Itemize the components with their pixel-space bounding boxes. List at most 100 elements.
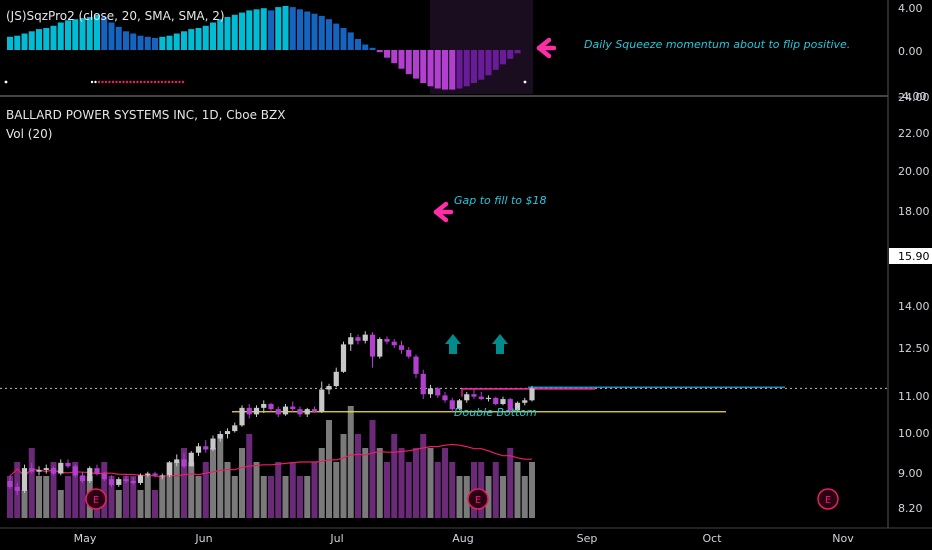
- squeeze-bar: [108, 22, 115, 50]
- squeeze-bar: [514, 50, 521, 54]
- squeeze-bar: [449, 50, 456, 90]
- candle-body: [369, 334, 376, 357]
- squeeze-dot: [174, 80, 178, 84]
- squeeze-dot: [125, 80, 129, 84]
- indicator-y-tick: -4.00: [898, 90, 926, 103]
- x-axis-label: Aug: [452, 532, 473, 545]
- candle-body: [232, 425, 238, 432]
- candle-body: [391, 341, 397, 346]
- volume-bar: [115, 490, 122, 518]
- volume-bar: [217, 434, 224, 518]
- candle-body: [319, 389, 325, 412]
- candle-body: [137, 475, 144, 483]
- candle-body: [72, 466, 78, 476]
- squeeze-bar: [57, 22, 64, 50]
- candle-body: [275, 409, 281, 415]
- price-tag: 15.90: [898, 250, 930, 263]
- volume-bar: [304, 476, 311, 518]
- volume-label: Vol (20): [6, 127, 53, 141]
- squeeze-bar: [478, 50, 485, 80]
- squeeze-dots: [4, 80, 527, 84]
- candle-body: [224, 431, 231, 435]
- earnings-marker-icon[interactable]: [817, 488, 839, 510]
- volume-bar: [79, 476, 86, 518]
- squeeze-bar: [166, 35, 173, 50]
- double-bottom-arrow-1-icon: [445, 334, 461, 354]
- candle-body: [464, 394, 470, 401]
- price-tag-box: [889, 248, 932, 264]
- indicator-title: (JS)SqzPro2 (close, 20, SMA, SMA, 2): [6, 9, 225, 23]
- candle-body: [152, 473, 158, 476]
- candlesticks: [7, 331, 535, 495]
- squeeze-dot: [118, 80, 122, 84]
- double-bottom-arrow-2-icon: [492, 334, 508, 354]
- squeeze-bar: [347, 32, 354, 50]
- price-y-tick: 20.00: [898, 165, 930, 178]
- squeeze-bar: [405, 50, 412, 75]
- squeeze-bar: [434, 50, 441, 89]
- candle-body: [159, 475, 165, 477]
- earnings-marker-label: E: [475, 495, 481, 506]
- candle-body: [166, 462, 173, 476]
- candle-body: [449, 400, 455, 410]
- squeeze-bar: [7, 36, 13, 50]
- squeeze-dot: [4, 80, 8, 84]
- volume-bar: [449, 462, 456, 518]
- squeeze-dot: [90, 80, 94, 84]
- candle-body: [348, 337, 354, 345]
- squeeze-bar: [275, 7, 282, 51]
- candle-body: [413, 356, 419, 374]
- squeeze-bar: [86, 17, 93, 50]
- squeeze-bar: [355, 39, 361, 50]
- squeeze-dot: [146, 80, 150, 84]
- candle-body: [384, 339, 390, 342]
- volume-bar: [123, 476, 129, 518]
- volume-bar: [529, 462, 535, 518]
- squeeze-bar: [79, 18, 86, 50]
- squeeze-bar: [442, 50, 448, 90]
- candle-body: [435, 388, 441, 396]
- volume-bar: [413, 448, 419, 518]
- candle-body: [333, 371, 339, 387]
- squeeze-dot: [143, 80, 146, 84]
- candle-body: [493, 397, 499, 405]
- candle-body: [108, 479, 115, 485]
- candle-body: [50, 468, 57, 474]
- volume-bar: [224, 462, 231, 518]
- candle-body: [500, 399, 506, 405]
- price-y-tick: 22.00: [898, 127, 930, 140]
- squeeze-dot: [101, 80, 104, 84]
- squeeze-bar: [130, 33, 137, 50]
- squeeze-bar: [21, 33, 28, 50]
- squeeze-bar: [65, 20, 71, 50]
- double-bottom-annotation: Double Bottom: [454, 406, 537, 419]
- squeeze-bar: [195, 28, 202, 50]
- squeeze-bar: [413, 50, 419, 79]
- volume-bar: [195, 476, 202, 518]
- earnings-marker-icon[interactable]: [467, 488, 489, 510]
- earnings-marker-icon[interactable]: [85, 488, 107, 510]
- squeeze-bar: [28, 31, 35, 50]
- squeeze-bar: [376, 50, 383, 53]
- candle-body: [130, 481, 136, 483]
- volume-bar: [65, 476, 71, 518]
- squeeze-bar: [463, 50, 470, 87]
- volume-bar: [43, 476, 50, 518]
- squeeze-bar: [384, 50, 390, 58]
- main-title: BALLARD POWER SYSTEMS INC, 1D, Cboe BZX: [6, 108, 286, 122]
- volume-bar: [260, 476, 267, 518]
- candle-body: [377, 339, 383, 357]
- price-y-tick: 11.00: [898, 390, 930, 403]
- candle-body: [253, 407, 260, 415]
- indicator-annotation: Daily Squeeze momentum about to flip pos…: [584, 38, 851, 51]
- candle-body: [340, 344, 347, 372]
- squeeze-bar: [427, 50, 434, 87]
- squeeze-bar: [340, 28, 347, 50]
- volume-bar: [188, 462, 195, 518]
- candle-body: [36, 469, 42, 472]
- squeeze-dot: [115, 80, 118, 84]
- squeeze-bar: [239, 12, 245, 51]
- squeeze-bar: [369, 47, 376, 50]
- squeeze-bar: [311, 13, 318, 50]
- squeeze-bar: [144, 36, 151, 50]
